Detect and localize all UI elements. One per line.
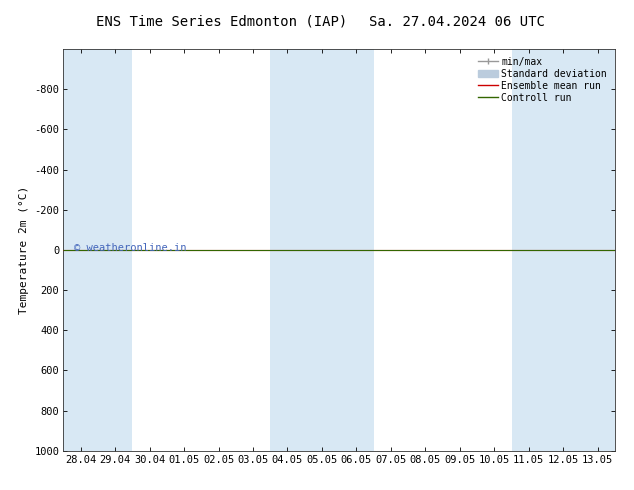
Text: © weatheronline.in: © weatheronline.in [74,243,187,253]
Text: Sa. 27.04.2024 06 UTC: Sa. 27.04.2024 06 UTC [368,15,545,29]
Y-axis label: Temperature 2m (°C): Temperature 2m (°C) [18,186,29,314]
Bar [339,49,373,451]
Bar [63,49,98,451]
Legend: min/max, Standard deviation, Ensemble mean run, Controll run: min/max, Standard deviation, Ensemble me… [476,54,610,105]
Bar [581,49,615,451]
Bar [270,49,305,451]
Text: ENS Time Series Edmonton (IAP): ENS Time Series Edmonton (IAP) [96,15,347,29]
Bar [546,49,581,451]
Bar [512,49,546,451]
Bar [305,49,339,451]
Bar [98,49,133,451]
